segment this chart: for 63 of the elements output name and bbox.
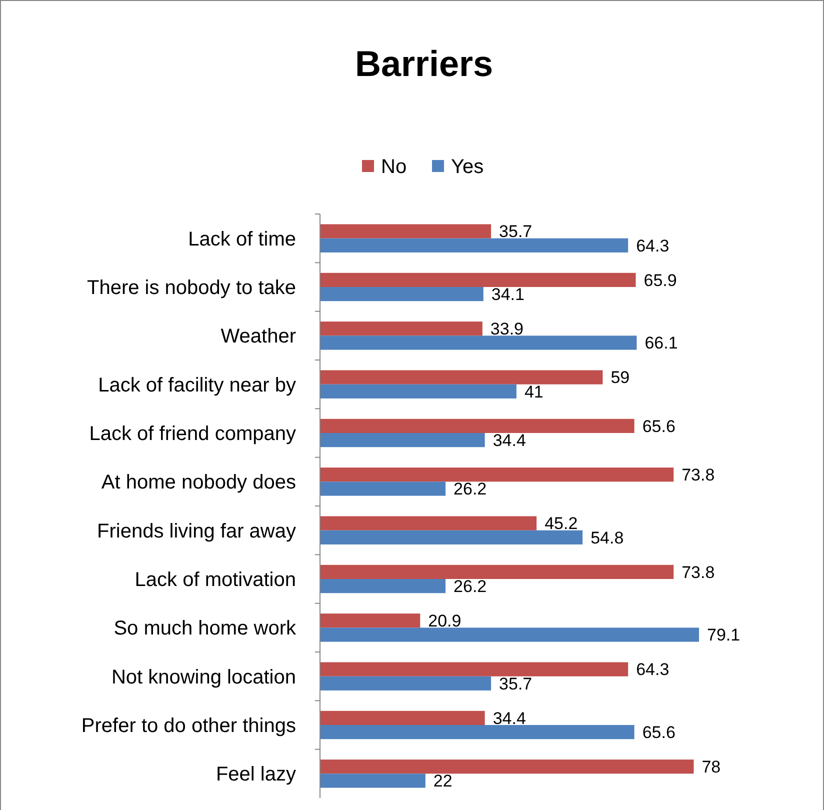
- bar: [320, 384, 516, 398]
- y-tick-label: There is nobody to take: [86, 277, 296, 299]
- legend-label: No: [381, 156, 407, 178]
- data-label: 65.9: [644, 270, 677, 290]
- data-label: 34.1: [491, 285, 524, 304]
- data-label: 64.3: [636, 660, 670, 680]
- y-tick-label: Lack of motivation: [134, 569, 296, 591]
- data-label: 59: [610, 368, 630, 388]
- bar: [320, 322, 482, 336]
- bar: [320, 516, 537, 530]
- bar: [320, 287, 484, 302]
- data-label: 65.6: [642, 416, 676, 436]
- data-label: 73.8: [682, 466, 715, 485]
- bar: [320, 370, 603, 384]
- bar: [320, 774, 426, 788]
- data-label: 65.6: [642, 723, 676, 742]
- bar: [320, 579, 446, 594]
- bar: [320, 272, 636, 287]
- y-tick-label: Lack of facility near by: [98, 374, 296, 396]
- bar: [320, 336, 637, 350]
- bar: [320, 418, 634, 433]
- data-label: 79.1: [707, 626, 740, 645]
- data-label: 73.8: [682, 562, 715, 582]
- data-label: 34.4: [492, 708, 526, 728]
- data-label: 66.1: [644, 334, 678, 353]
- legend-label: Yes: [451, 156, 484, 178]
- data-label: 26.2: [454, 577, 487, 596]
- bar: [320, 760, 694, 774]
- bar: [320, 530, 583, 544]
- y-tick-label: Not knowing location: [111, 666, 296, 688]
- bar: [320, 662, 628, 676]
- y-tick-label: So much home work: [114, 618, 297, 640]
- data-label: 26.2: [454, 480, 487, 499]
- bar: [320, 564, 674, 579]
- bar: [320, 725, 634, 740]
- y-tick-label: Lack of friend company: [89, 423, 296, 445]
- data-label: 20.9: [428, 612, 462, 631]
- data-label: 45.2: [544, 514, 578, 534]
- bar: [320, 628, 699, 642]
- data-label: 35.7: [499, 674, 532, 694]
- data-label: 64.3: [636, 236, 670, 256]
- data-label: 78: [702, 758, 721, 777]
- data-label: 33.9: [490, 320, 524, 339]
- data-label: 41: [524, 382, 544, 402]
- y-tick-label: Prefer to do other things: [81, 715, 296, 737]
- bar: [320, 224, 492, 238]
- bar: [320, 238, 628, 252]
- bar: [320, 468, 674, 482]
- y-tick-label: At home nobody does: [101, 472, 296, 494]
- y-tick-label: Weather: [220, 326, 296, 348]
- y-tick-label: Lack of time: [188, 228, 296, 250]
- data-label: 34.4: [492, 431, 526, 450]
- data-label: 22: [433, 772, 452, 791]
- bar: [320, 433, 485, 448]
- bar: [320, 482, 446, 496]
- data-label: 35.7: [499, 222, 532, 242]
- bar: [320, 614, 420, 628]
- y-tick-label: Friends living far away: [97, 520, 296, 542]
- data-label: 54.8: [590, 528, 624, 548]
- chart-title: Barriers: [354, 43, 494, 84]
- bar: [320, 676, 492, 690]
- y-tick-label: Feel lazy: [216, 764, 296, 786]
- bar: [320, 710, 485, 725]
